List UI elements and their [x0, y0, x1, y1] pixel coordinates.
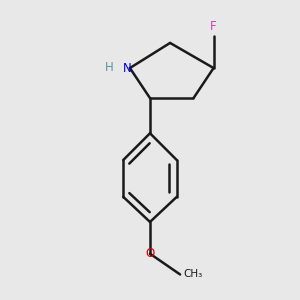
Text: F: F — [210, 20, 217, 33]
Text: CH₃: CH₃ — [184, 269, 203, 280]
Text: O: O — [146, 247, 154, 260]
Text: H: H — [105, 61, 114, 74]
Text: N: N — [123, 61, 132, 74]
